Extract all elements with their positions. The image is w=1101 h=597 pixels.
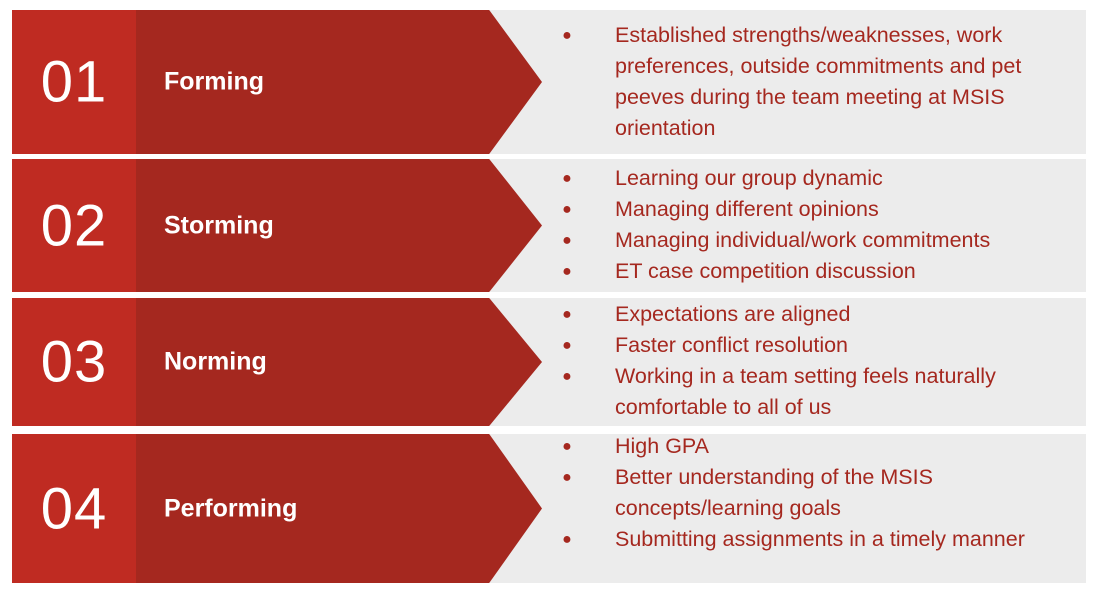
bullet-item: ● ET case competition discussion — [560, 256, 1030, 287]
stage-bullet-list: ● High GPA ● Better understanding of the M… — [560, 431, 1030, 555]
bullet-text: Managing different opinions — [615, 197, 879, 221]
bullet-item: ● Faster conflict resolution — [560, 330, 1030, 361]
stage-label: Storming — [164, 211, 274, 239]
bullet-dot-icon: ● — [562, 27, 572, 44]
stage-row-norming: 03 Norming ● Expectations are aligned ● Fa… — [0, 298, 1101, 426]
stage-arrow — [136, 159, 542, 292]
bullet-item: ● High GPA — [560, 431, 1030, 462]
bullet-text: Expectations are aligned — [615, 302, 851, 326]
stage-label: Norming — [164, 347, 267, 376]
bullet-dot-icon: ● — [562, 531, 572, 548]
stage-number-box: 02 — [12, 159, 136, 292]
bullet-text: Managing individual/work commitments — [615, 228, 991, 252]
bullet-dot-icon: ● — [562, 170, 572, 187]
bullet-dot-icon: ● — [562, 201, 572, 218]
bullet-text: Learning our group dynamic — [615, 166, 883, 190]
bullet-text: Faster conflict resolution — [615, 333, 849, 357]
bullet-item: ● Managing different opinions — [560, 194, 1030, 225]
stage-number-box: 01 — [12, 10, 136, 154]
bullet-text: High GPA — [615, 434, 709, 458]
stage-number: 01 — [40, 49, 108, 115]
stage-label: Performing — [164, 494, 298, 522]
stage-row-performing: 04 Performing ● High GPA ● Better understa… — [0, 434, 1101, 583]
bullet-dot-icon: ● — [562, 368, 572, 385]
bullet-dot-icon: ● — [562, 337, 572, 354]
stage-arrow — [136, 10, 542, 154]
bullet-dot-icon: ● — [562, 306, 572, 323]
bullet-item: ● Managing individual/work commitments — [560, 225, 1030, 256]
stage-bullet-list: ● Established strengths/weaknesses, work … — [560, 20, 1030, 144]
stage-details-panel — [490, 298, 1086, 426]
stage-number-box: 04 — [12, 434, 136, 583]
bullet-dot-icon: ● — [562, 263, 572, 280]
bullet-item: ● Working in a team setting feels natural… — [560, 361, 1030, 423]
bullet-item: ● Better understanding of the MSIS concep… — [560, 462, 1030, 524]
stage-details-panel — [490, 10, 1086, 154]
stage-number: 02 — [40, 193, 108, 258]
stage-details-panel — [490, 434, 1086, 583]
stage-number: 04 — [40, 476, 108, 541]
bullet-text: Submitting assignments in a timely manne… — [615, 527, 1025, 551]
bullet-text: ET case competition discussion — [615, 259, 916, 283]
stage-arrow — [136, 434, 542, 583]
bullet-dot-icon: ● — [562, 438, 572, 455]
stage-arrow — [136, 298, 542, 426]
bullet-dot-icon: ● — [562, 232, 572, 249]
stage-label: Forming — [164, 67, 264, 96]
bullet-text: Working in a team setting feels naturall… — [615, 364, 996, 419]
stage-row-storming: 02 Storming ● Learning our group dynamic … — [0, 159, 1101, 292]
stage-number: 03 — [40, 329, 108, 395]
bullet-item: ● Submitting assignments in a timely mann… — [560, 524, 1030, 555]
bullet-text: Better understanding of the MSIS concept… — [615, 465, 933, 520]
stage-bullet-list: ● Expectations are aligned ● Faster confli… — [560, 299, 1030, 423]
stage-row-forming: 01 Forming ● Established strengths/weakne… — [0, 10, 1101, 154]
stage-bullet-list: ● Learning our group dynamic ● Managing di… — [560, 163, 1030, 287]
bullet-text: Established strengths/weaknesses, work p… — [615, 23, 1022, 140]
stage-number-box: 03 — [12, 298, 136, 426]
bullet-item: ● Established strengths/weaknesses, work … — [560, 20, 1030, 144]
bullet-item: ● Learning our group dynamic — [560, 163, 1030, 194]
bullet-dot-icon: ● — [562, 469, 572, 486]
bullet-item: ● Expectations are aligned — [560, 299, 1030, 330]
stage-details-panel — [490, 159, 1086, 292]
